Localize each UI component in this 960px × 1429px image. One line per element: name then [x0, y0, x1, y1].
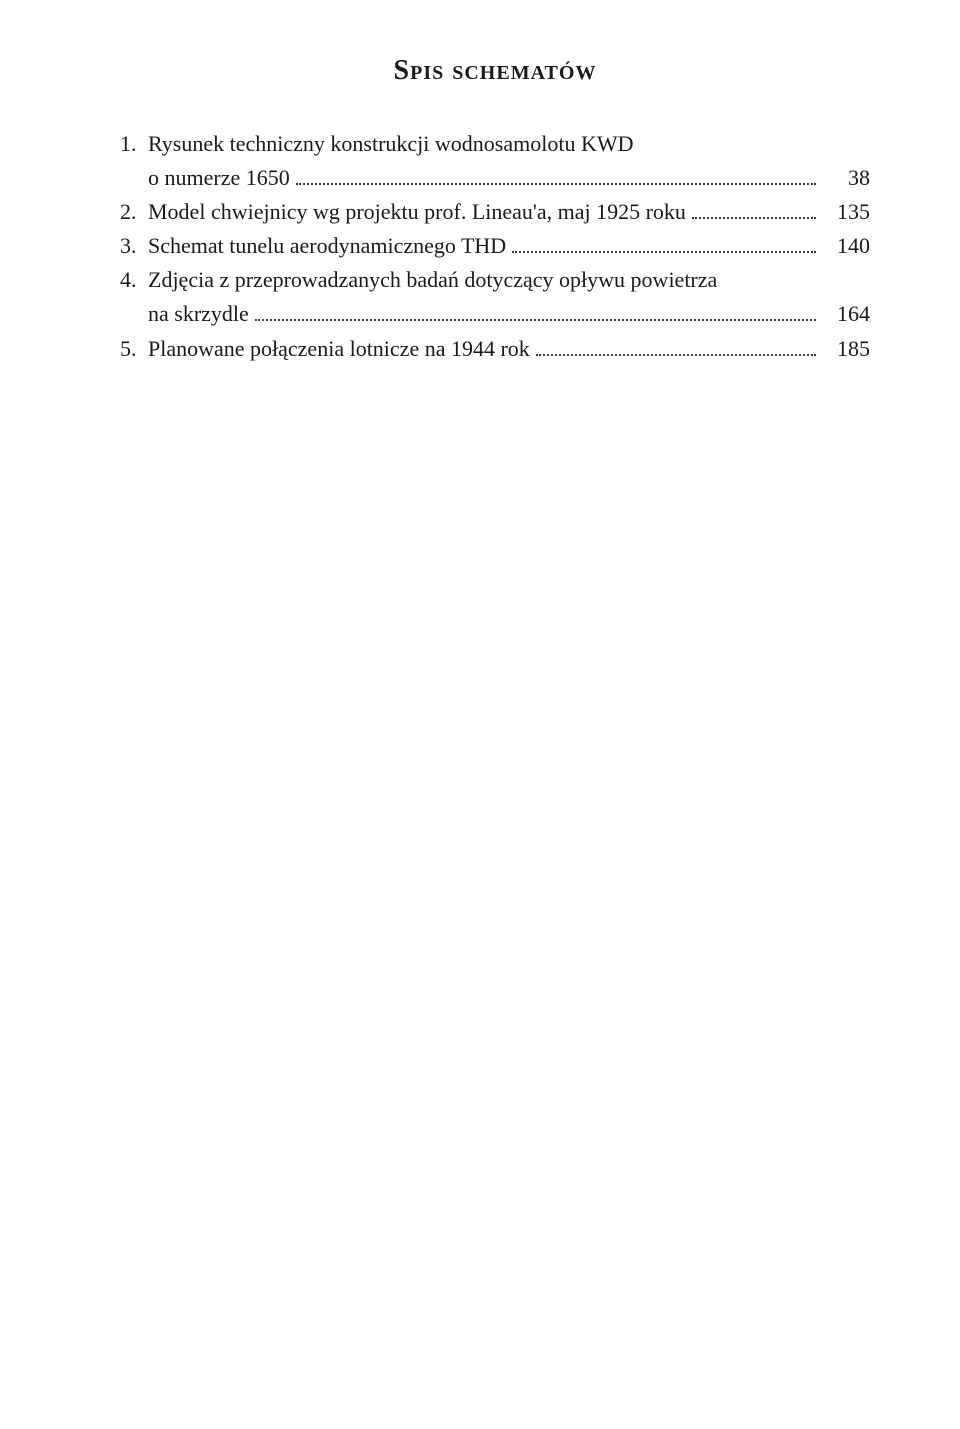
entry-text: Planowane połączenia lotnicze na 1944 ro… [148, 332, 530, 366]
entry-page: 185 [822, 332, 870, 366]
entry-text: Rysunek techniczny konstrukcji wodnosamo… [148, 127, 633, 161]
dot-leader [692, 204, 816, 219]
dot-leader [512, 238, 816, 253]
entry-page: 135 [822, 195, 870, 229]
toc-entry-continuation: o numerze 1650 38 [120, 161, 870, 195]
toc-entry: 3. Schemat tunelu aerodynamicznego THD 1… [120, 229, 870, 263]
entry-text: Zdjęcia z przeprowadzanych badań dotyczą… [148, 263, 717, 297]
entry-text: Model chwiejnicy wg projektu prof. Linea… [148, 195, 686, 229]
entry-number: 5. [120, 332, 148, 366]
entry-page: 164 [822, 297, 870, 331]
entry-text: Schemat tunelu aerodynamicznego THD [148, 229, 506, 263]
entry-text: na skrzydle [148, 297, 249, 331]
toc-entry: 4. Zdjęcia z przeprowadzanych badań doty… [120, 263, 870, 297]
page: Spis schematów 1. Rysunek techniczny kon… [0, 0, 960, 366]
toc-entry: 5. Planowane połączenia lotnicze na 1944… [120, 332, 870, 366]
entry-number: 2. [120, 195, 148, 229]
toc-entry-continuation: na skrzydle 164 [120, 297, 870, 331]
toc-entry: 2. Model chwiejnicy wg projektu prof. Li… [120, 195, 870, 229]
entry-number: 1. [120, 127, 148, 161]
entry-page: 38 [822, 161, 870, 195]
dot-leader [296, 170, 816, 185]
dot-leader [255, 306, 816, 321]
entry-number: 4. [120, 263, 148, 297]
entry-number: 3. [120, 229, 148, 263]
toc-entry: 1. Rysunek techniczny konstrukcji wodnos… [120, 127, 870, 161]
entry-text: o numerze 1650 [148, 161, 290, 195]
dot-leader [536, 340, 816, 355]
entry-page: 140 [822, 229, 870, 263]
page-title: Spis schematów [120, 55, 870, 87]
